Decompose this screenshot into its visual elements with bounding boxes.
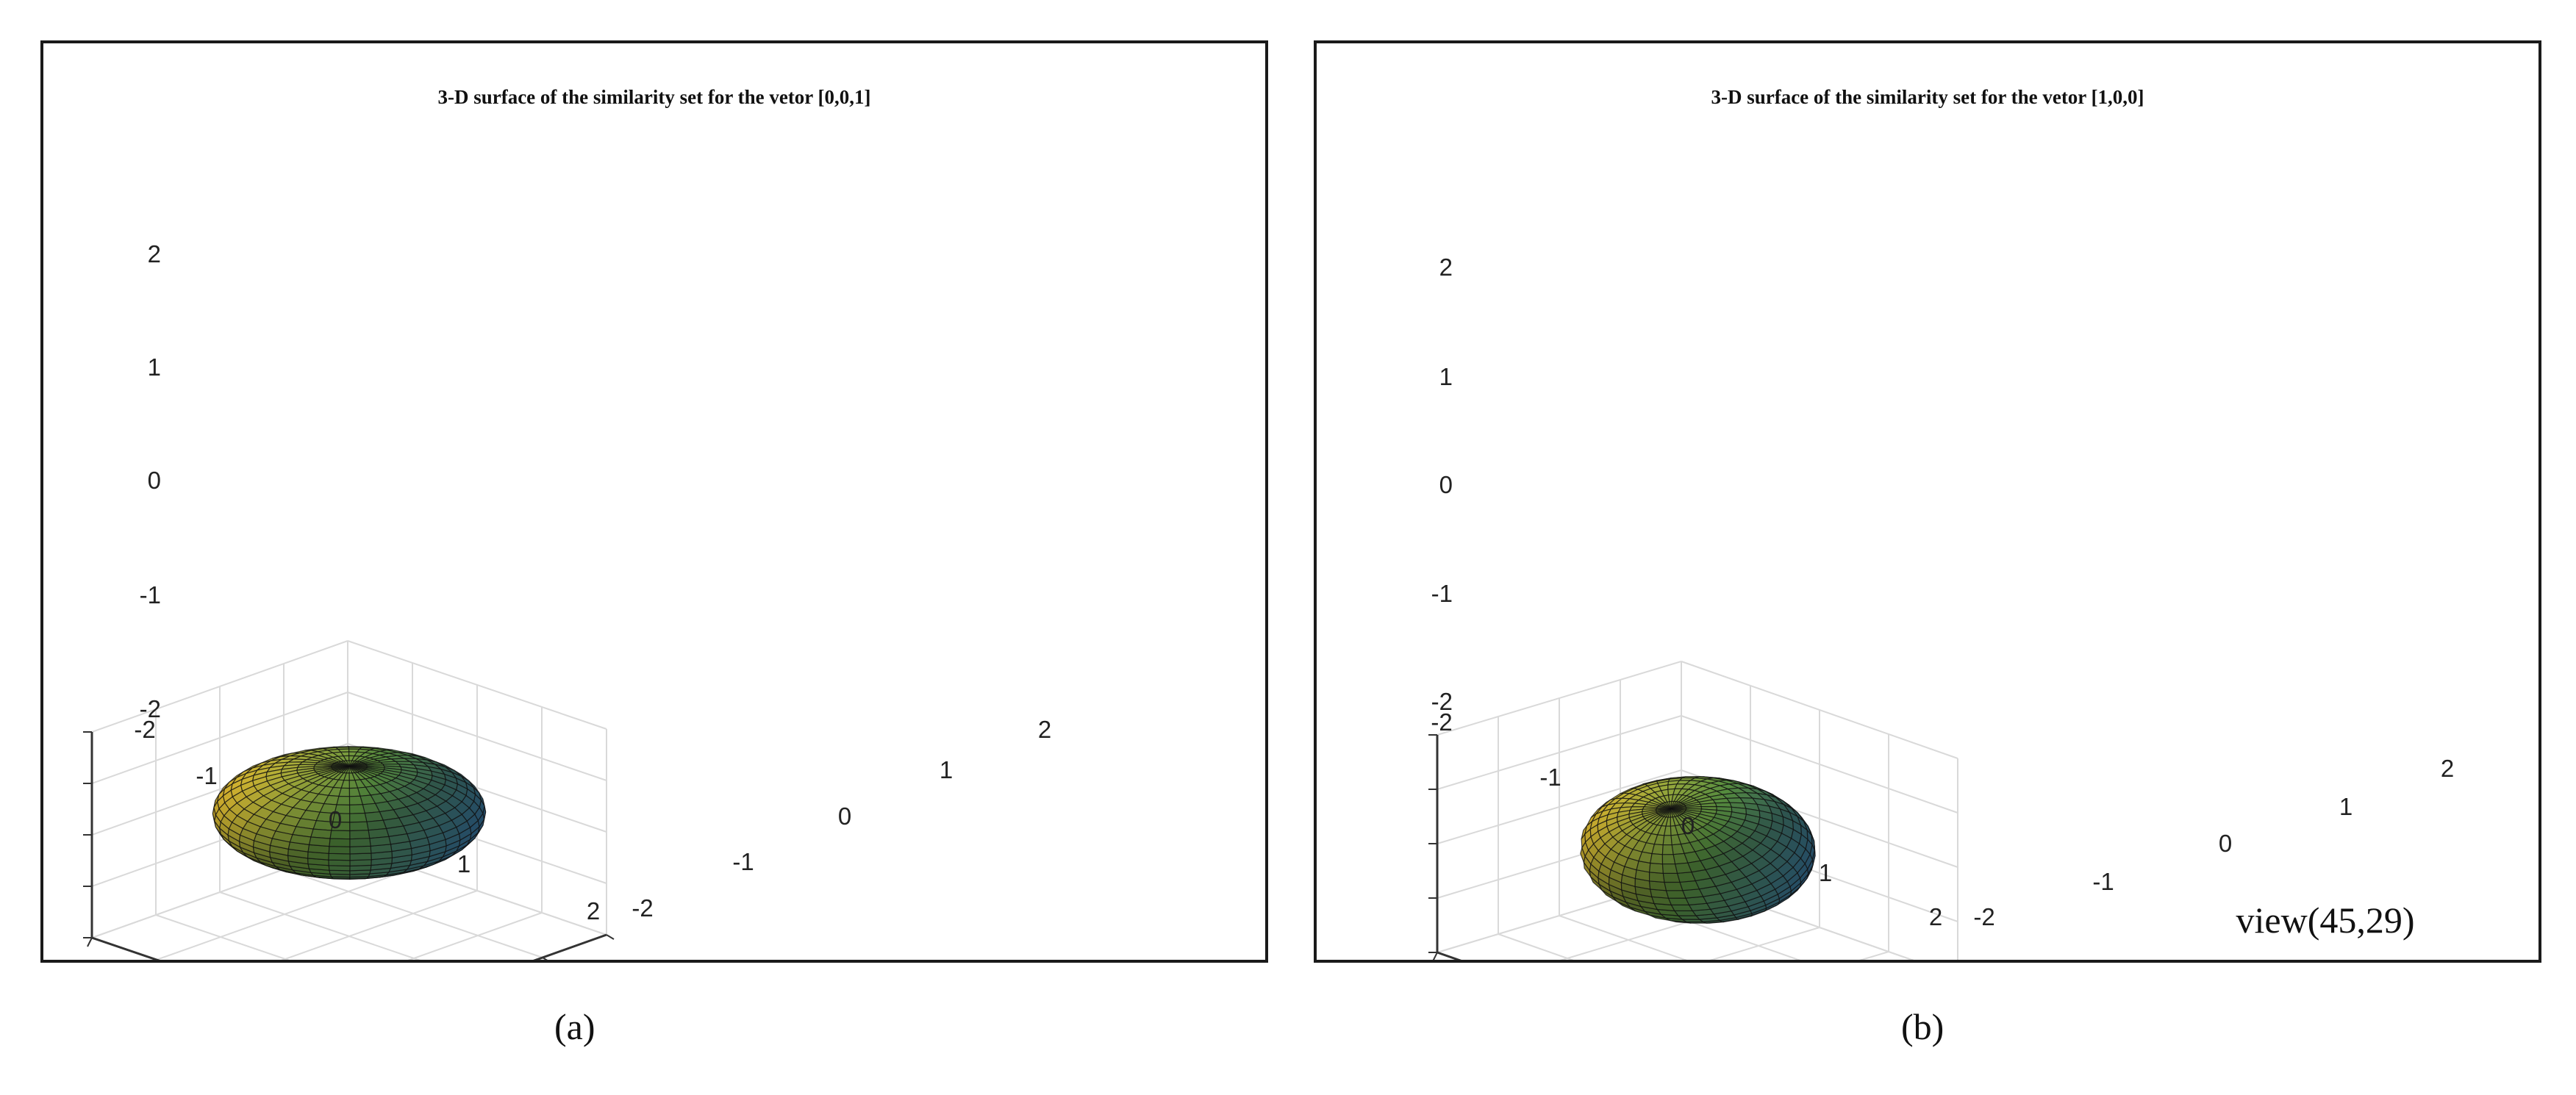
z-tick-label: -2 [140,695,161,722]
floor-gridline [91,937,160,960]
surface-patch [349,812,368,823]
z-tick-label: 2 [1439,254,1453,281]
floor-gridline [155,914,290,960]
x-tick-mark [1432,952,1438,960]
side-wall-gridline [1437,715,1682,790]
panel-caption-a: (a) [554,1006,595,1047]
floor-gridline [283,869,543,958]
z-tick-labels-a: 2 1 0 -1 -2 [140,240,161,722]
x-tick-label: -1 [196,762,217,789]
panel-caption-b: (b) [1901,1006,1944,1047]
y-tick-label: 1 [940,756,953,783]
surface-patch [328,852,351,861]
floor-gridline [1709,927,1820,960]
surface-patch [349,852,372,861]
z-tick-label: -2 [1431,688,1453,715]
floor-gridline [534,934,607,960]
surface-patch [328,859,351,867]
surface-patch [1649,862,1664,875]
y-tick-label: -1 [2092,868,2114,895]
z-tick-label: 1 [1439,363,1453,390]
z-tick-label: 2 [148,240,161,268]
surface-patch [336,795,351,806]
back-wall-gridline [1681,715,1958,814]
spheroid-surface-a [212,746,487,880]
y-tick-label: 0 [2219,830,2232,857]
surface-patch [1631,803,1647,808]
surface-patch [1651,844,1664,855]
side-wall-gridline [1437,769,1682,844]
surface-patch [1662,835,1672,846]
axes-grid-a [83,640,615,960]
surface-patch [348,795,364,806]
surface-patch [349,830,371,840]
x-tick-label: 0 [329,806,342,833]
floor-gridline [1498,933,1574,960]
z-tick-label: 0 [1439,471,1453,498]
x-axis-line [91,936,160,960]
surface-patch [369,836,392,847]
x-tick-label: 0 [1681,812,1695,839]
z-tick-label: -1 [140,581,161,608]
surface-patch [1700,857,1720,871]
x-tick-label: 2 [1929,903,1942,930]
x-tick-label: 1 [1819,859,1832,886]
surface-patch [349,845,372,855]
y-axis-line [533,933,607,960]
floor-gridline [407,912,543,960]
x-tick-labels-a: -2 -1 0 1 2 [134,716,600,925]
surface-patch [1661,844,1674,855]
floor-gridline [1559,915,1687,960]
surface-patch [349,821,369,832]
side-wall-gridline [91,640,348,733]
y-tick-label: 0 [838,803,851,830]
y-tick-label: -1 [732,848,754,875]
y-tick-label: 2 [2441,755,2454,782]
surface-patch [348,804,366,814]
x-tick-label: -1 [1539,764,1561,791]
spheroid-surface-b [1580,776,1816,924]
y-tick-mark [606,934,615,940]
plot-title-a: 3-D surface of the similarity set for th… [437,86,870,108]
back-wall-gridline [1681,661,1958,759]
x-tick-label: -2 [1431,708,1452,736]
figure-panel-a: 3-D surface of the similarity set for th… [40,40,1268,963]
y-tick-labels-b: -2 -1 0 1 2 [1973,755,2454,930]
z-tick-labels-b: 2 1 0 -1 -2 [1431,254,1453,715]
back-wall-gridline [347,640,607,730]
floor-gridline [219,891,421,960]
figure-panel-b: 3-D surface of the similarity set for th… [1314,40,2541,963]
surface-patch [1650,852,1664,865]
view-annotation-b: view(45,29) [2236,900,2415,941]
x-tick-label: -2 [134,716,155,743]
plot-title-b: 3-D surface of the similarity set for th… [1711,86,2144,108]
y-tick-label: -2 [1973,903,1994,930]
y-tick-labels-a: -2 -1 0 1 2 [632,716,1051,922]
surface-patch [328,845,351,855]
surface-plot-b: 3-D surface of the similarity set for th… [1428,86,2454,960]
surface-patch [308,836,331,847]
side-wall-gridline [91,692,348,784]
y-tick-label: 2 [1038,716,1051,743]
x-tick-labels-b: -2 -1 0 1 2 [1431,708,1942,930]
x-tick-label: 2 [587,897,600,925]
z-tick-label: 0 [148,467,161,494]
back-wall-gridline [347,692,607,781]
side-wall-gridline [1437,661,1682,736]
surface-patch [349,838,371,847]
surface-patch [329,838,351,847]
y-tick-label: -2 [632,894,653,922]
x-tick-label: 1 [457,850,471,877]
y-tick-label: 1 [2339,793,2353,820]
y-tick-mark [542,957,548,960]
z-tick-label: -1 [1431,580,1453,607]
surface-patch [338,787,351,797]
surface-plot-a: 3-D surface of the similarity set for th… [83,86,1051,960]
x-tick-mark [87,937,93,947]
z-tick-label: 1 [148,353,161,381]
